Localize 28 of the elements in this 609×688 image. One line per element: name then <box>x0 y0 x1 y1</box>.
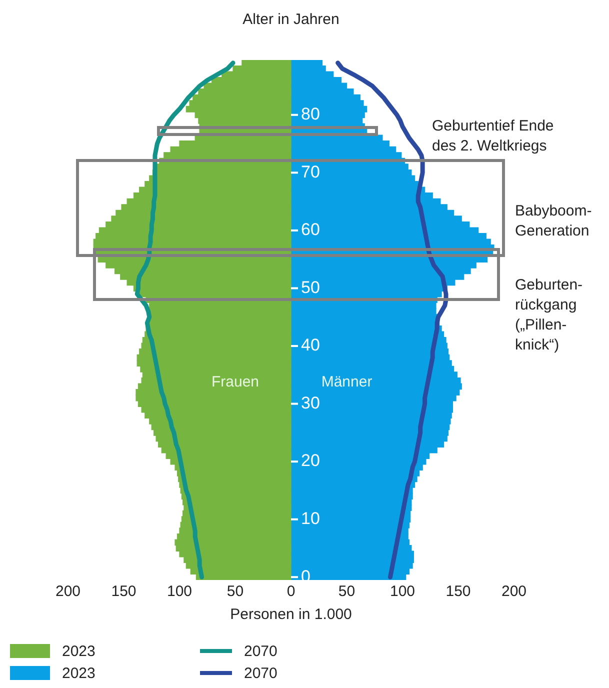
y-tick-label: 20 <box>301 451 320 470</box>
x-tick-label: 150 <box>446 583 471 600</box>
x-tick-label: 0 <box>286 583 296 600</box>
y-tick-label: 80 <box>301 104 320 124</box>
y-tick-label: 70 <box>301 162 320 182</box>
y-tick-label: 30 <box>301 393 320 412</box>
y-tick-label: 50 <box>301 278 320 297</box>
legend-label: 2023 <box>62 642 96 660</box>
text: Geburten- rückgang („Pillen- knick“) <box>515 276 583 354</box>
x-axis-title: Personen in 1.000 <box>230 606 352 624</box>
legend-label: 2070 <box>244 664 278 682</box>
y-tick-label: 10 <box>301 509 320 528</box>
legend-label: 2023 <box>62 664 96 682</box>
x-tick-label: 100 <box>390 583 416 600</box>
y-axis-title: Alter in Jahren <box>242 11 340 28</box>
x-tick-label: 200 <box>501 583 527 600</box>
x-tick-label: 100 <box>166 583 192 600</box>
x-tick-label: 50 <box>226 583 244 600</box>
x-tick-label: 150 <box>111 583 136 600</box>
x-tick-label: 50 <box>338 583 356 600</box>
legend-label: 2070 <box>244 642 278 660</box>
annotation: Geburtentief Ende des 2. Weltkriegs <box>432 118 554 155</box>
annotation: Männer <box>321 374 372 391</box>
y-tick-label: 40 <box>301 336 320 355</box>
annotation: Frauen <box>211 374 260 391</box>
text: Babyboom- Generation <box>515 202 592 240</box>
y-tick-label: 60 <box>301 220 320 240</box>
x-tick-label: 200 <box>55 583 81 600</box>
